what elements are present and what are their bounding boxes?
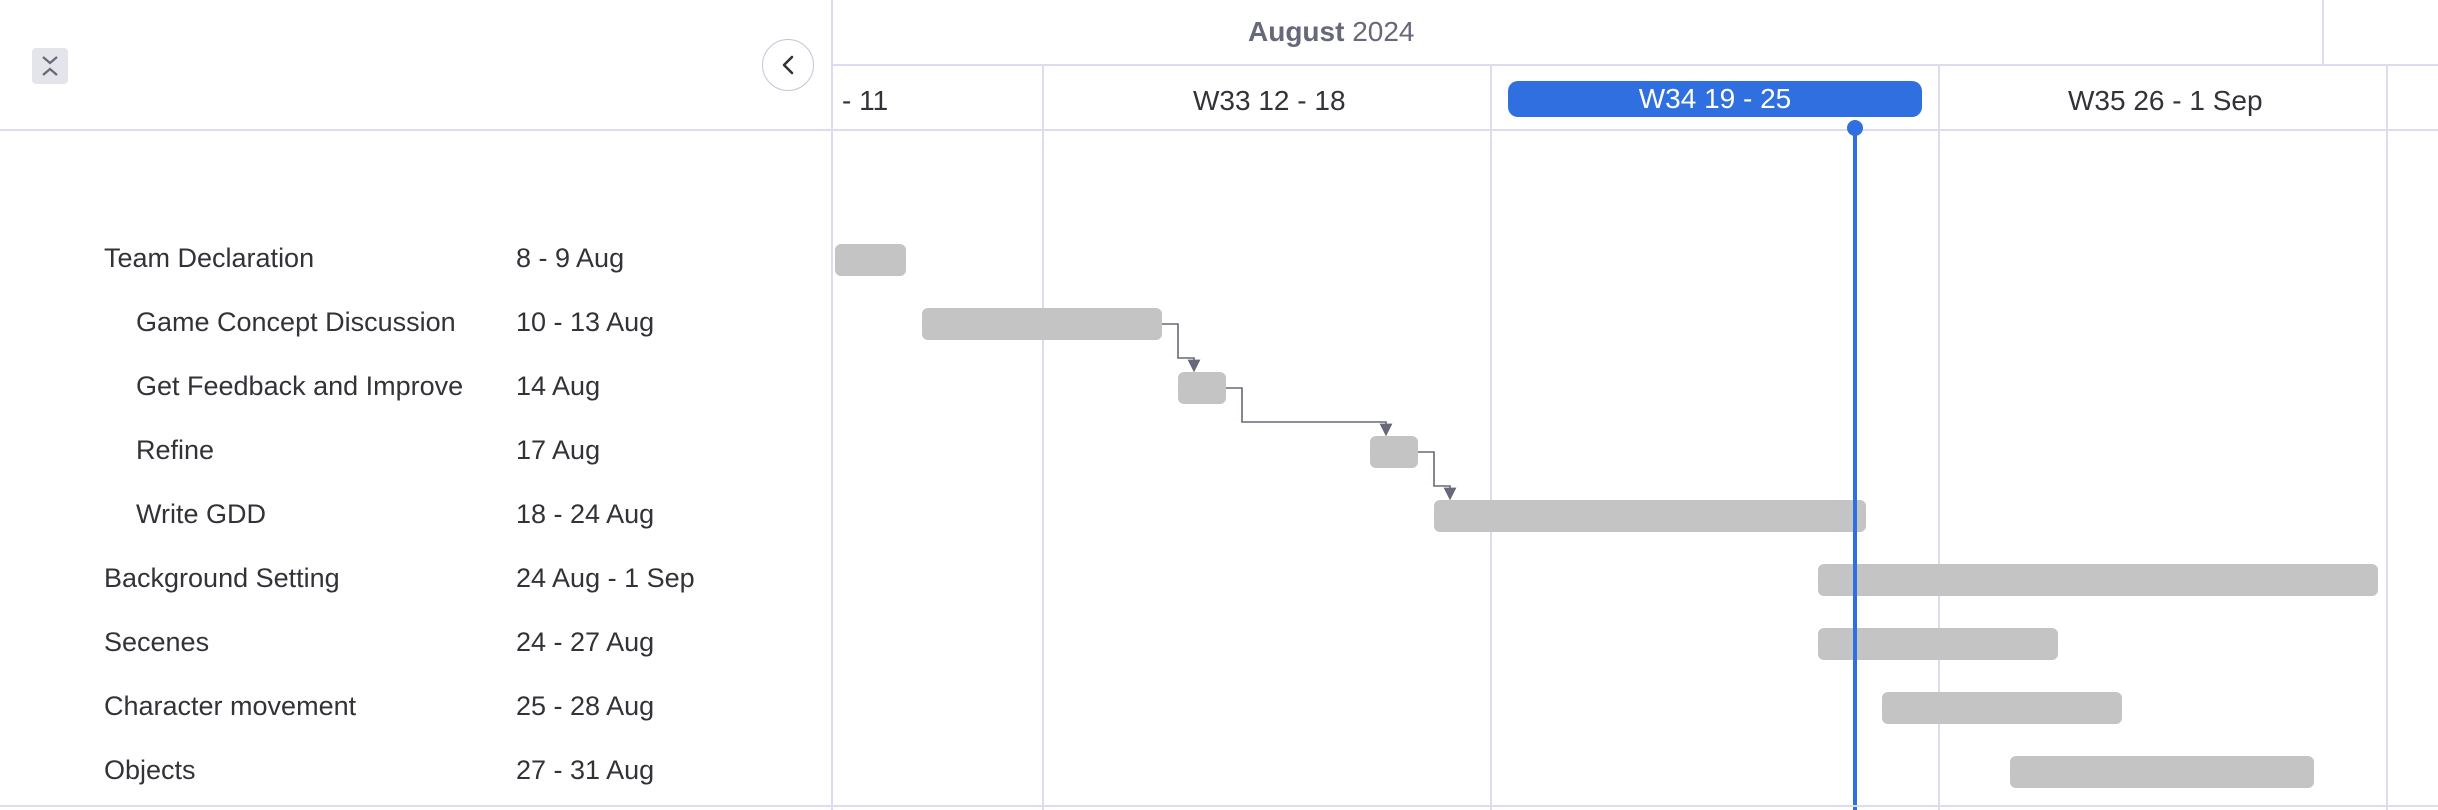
week-gridline: [1490, 66, 1492, 810]
week-header: [833, 66, 2438, 131]
dependency-arrow: [1162, 323, 1201, 373]
task-bar[interactable]: [1434, 500, 1866, 532]
task-bar[interactable]: [2010, 756, 2314, 788]
task-dates: 24 Aug - 1 Sep: [516, 563, 695, 593]
task-bar[interactable]: [1818, 564, 2378, 596]
collapse-icon: [42, 56, 58, 76]
week-label: W33 12 - 18: [1193, 85, 1346, 116]
task-name[interactable]: Get Feedback and Improve: [136, 371, 464, 401]
month-name: August: [1248, 16, 1345, 47]
week-gridline: [1042, 66, 1044, 810]
week-label: W35 26 - 1 Sep: [2068, 85, 2263, 116]
task-name[interactable]: Game Concept Discussion: [136, 307, 456, 337]
task-bar[interactable]: [1370, 436, 1418, 468]
task-bar[interactable]: [1882, 692, 2122, 724]
task-list-panel: [0, 0, 833, 810]
month-year: 2024: [1352, 16, 1415, 47]
task-name[interactable]: Background Setting: [104, 563, 340, 593]
task-dates: 24 - 27 Aug: [516, 627, 655, 657]
week-gridline: [1938, 66, 1940, 810]
bottom-divider: [0, 805, 2438, 807]
current-week-label: W34 19 - 25: [1508, 81, 1922, 117]
task-dates: 17 Aug: [516, 435, 601, 465]
task-name[interactable]: Write GDD: [136, 499, 267, 529]
task-dates: 25 - 28 Aug: [516, 691, 655, 721]
collapse-panel-button[interactable]: [762, 39, 814, 91]
week-gridline: [2386, 66, 2388, 810]
today-marker-line: [1853, 124, 1857, 810]
chevron-left-icon: [782, 55, 794, 75]
task-dates: 10 - 13 Aug: [516, 307, 655, 337]
month-label: August 2024: [1248, 16, 1415, 48]
task-dates: 18 - 24 Aug: [516, 499, 655, 529]
task-name[interactable]: Character movement: [104, 691, 357, 721]
task-bar[interactable]: [1178, 372, 1226, 404]
dependency-arrow: [1418, 451, 1457, 501]
week-label: - 11: [842, 85, 889, 116]
task-bar[interactable]: [835, 244, 906, 276]
task-name[interactable]: Objects: [104, 755, 196, 785]
task-dates: 14 Aug: [516, 371, 601, 401]
today-marker-dot: [1847, 120, 1863, 136]
task-name[interactable]: Secenes: [104, 627, 210, 657]
task-bar[interactable]: [922, 308, 1162, 340]
task-dates: 27 - 31 Aug: [516, 755, 655, 785]
month-header: [833, 0, 2438, 66]
task-dates: 8 - 9 Aug: [516, 243, 625, 273]
task-name[interactable]: Refine: [136, 435, 215, 465]
task-list-header: [0, 0, 833, 131]
task-name[interactable]: Team Declaration: [104, 243, 315, 273]
collapse-all-button[interactable]: [32, 48, 68, 84]
month-divider: [2322, 0, 2324, 66]
dependency-arrow: [1226, 387, 1393, 437]
task-bar[interactable]: [1818, 628, 2058, 660]
